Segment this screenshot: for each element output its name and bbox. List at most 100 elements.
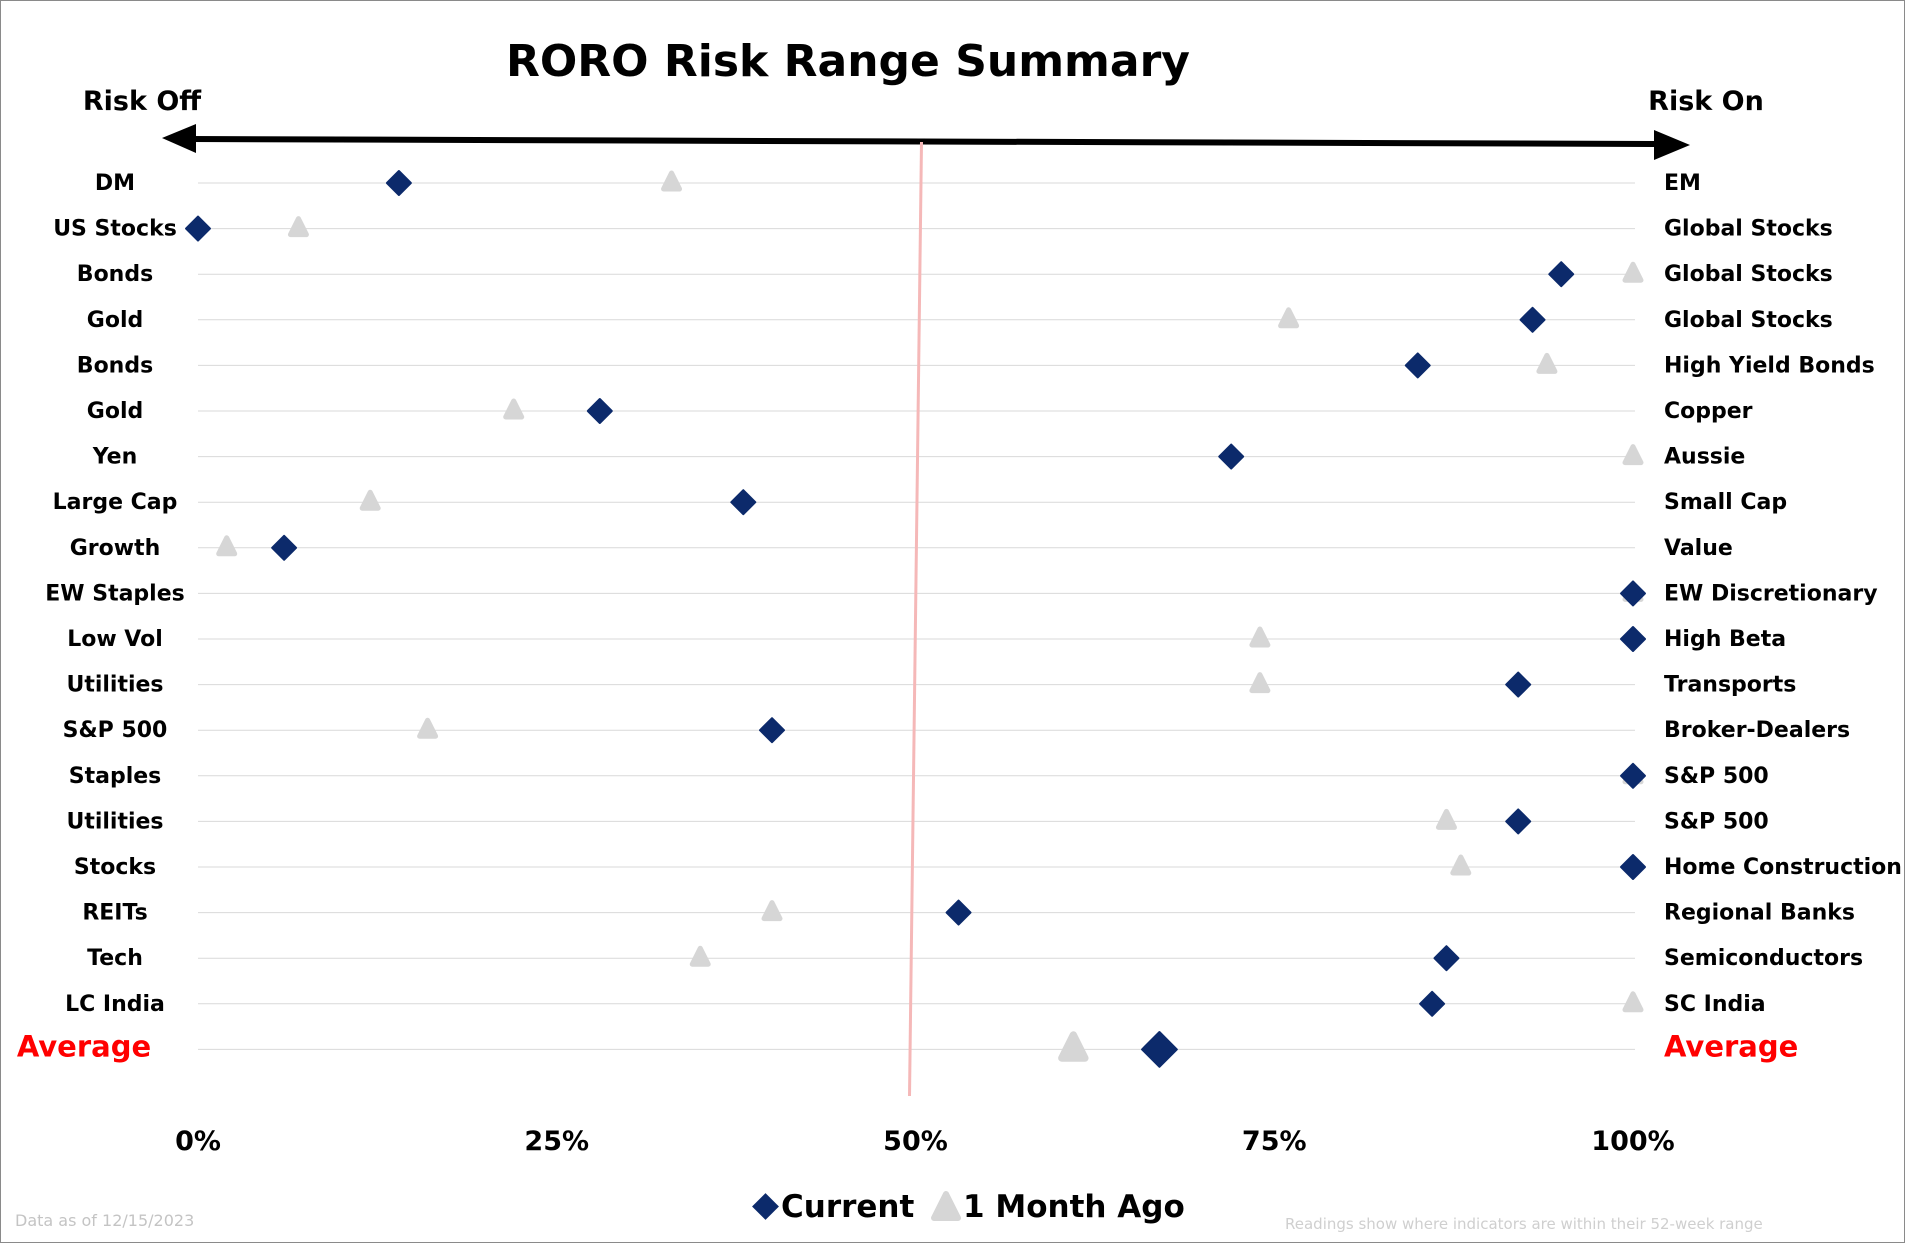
month-ago-marker bbox=[287, 216, 309, 238]
risk-on-label-item: Value bbox=[1664, 536, 1733, 561]
risk-off-label-item: Large Cap bbox=[53, 490, 178, 515]
current-marker bbox=[730, 489, 757, 516]
arrow-left-head bbox=[162, 124, 196, 153]
month-ago-marker bbox=[1622, 444, 1644, 466]
legend-month-ago-label: 1 Month Ago bbox=[963, 1189, 1185, 1225]
legend: Current 1 Month Ago bbox=[752, 1189, 1185, 1225]
arrow-right-head bbox=[1654, 130, 1690, 160]
month-ago-marker bbox=[1435, 808, 1457, 830]
fifty-percent-reference-line bbox=[908, 141, 923, 1097]
x-axis-tick-labels: 0% 25% 50% 75% 100% bbox=[175, 1126, 1675, 1157]
current-marker bbox=[1505, 808, 1532, 835]
risk-off-label-item: Utilities bbox=[66, 809, 163, 834]
month-ago-marker bbox=[689, 945, 711, 967]
chart-title: RORO Risk Range Summary bbox=[506, 36, 1190, 87]
risk-on-label-item: Semiconductors bbox=[1664, 946, 1863, 971]
risk-off-label-item: DM bbox=[95, 171, 135, 196]
risk-on-label-item: Transports bbox=[1664, 673, 1796, 698]
current-marker bbox=[586, 398, 613, 424]
risk-on-label-item: Aussie bbox=[1664, 445, 1745, 470]
risk-off-label-item: Stocks bbox=[74, 855, 156, 880]
month-ago-marker bbox=[359, 489, 381, 511]
current-marker bbox=[1505, 671, 1532, 698]
risk-on-label-item: EM bbox=[1664, 171, 1701, 196]
risk-off-label-item: Tech bbox=[87, 946, 143, 971]
current-marker bbox=[1141, 1031, 1178, 1068]
risk-off-label-item: Staples bbox=[69, 764, 162, 789]
month-ago-marker bbox=[417, 717, 439, 739]
current-marker bbox=[1404, 352, 1431, 379]
month-ago-marker bbox=[1622, 991, 1644, 1013]
risk-on-label-item: EW Discretionary bbox=[1664, 581, 1878, 606]
month-ago-series bbox=[216, 170, 1644, 1062]
risk-on-label-item: Global Stocks bbox=[1664, 308, 1833, 333]
current-marker bbox=[759, 717, 785, 744]
legend-month-ago-icon bbox=[931, 1191, 961, 1221]
risk-on-label-item: S&P 500 bbox=[1664, 764, 1769, 789]
risk-off-label-item: US Stocks bbox=[53, 217, 177, 242]
risk-on-labels: EM Global Stocks Global Stocks Global Stock… bbox=[1664, 171, 1902, 1063]
current-marker bbox=[1433, 945, 1460, 972]
month-ago-marker bbox=[1536, 352, 1558, 374]
current-marker bbox=[1519, 306, 1546, 333]
month-ago-marker bbox=[1278, 307, 1300, 329]
month-ago-marker bbox=[761, 900, 783, 922]
risk-on-label-item: Broker-Dealers bbox=[1664, 718, 1850, 743]
risk-off-label: Risk Off bbox=[83, 86, 202, 117]
current-marker bbox=[271, 534, 298, 561]
risk-on-label-item: SC India bbox=[1664, 992, 1766, 1017]
risk-on-label-item: Copper bbox=[1664, 399, 1753, 424]
month-ago-marker bbox=[1249, 672, 1271, 694]
risk-off-label-item: LC India bbox=[65, 992, 165, 1017]
x-tick-label: 0% bbox=[175, 1126, 221, 1157]
risk-on-label-item: Regional Banks bbox=[1664, 901, 1855, 926]
month-ago-marker bbox=[1450, 854, 1472, 876]
risk-off-label-item: Utilities bbox=[66, 673, 163, 698]
risk-off-label-item: Growth bbox=[70, 536, 161, 561]
legend-current-label: Current bbox=[781, 1189, 914, 1225]
risk-off-label-item: REITs bbox=[82, 901, 147, 926]
risk-off-label-item: Bonds bbox=[77, 262, 153, 287]
risk-on-label: Risk On bbox=[1648, 86, 1764, 117]
current-marker bbox=[1620, 854, 1646, 880]
x-tick-label: 25% bbox=[524, 1126, 589, 1157]
current-marker bbox=[1620, 762, 1646, 789]
grid bbox=[198, 182, 1635, 1050]
risk-on-label-item: High Yield Bonds bbox=[1664, 353, 1875, 378]
current-marker bbox=[1548, 261, 1575, 288]
current-marker bbox=[185, 215, 211, 242]
risk-off-label-item: Yen bbox=[92, 445, 138, 470]
current-marker bbox=[1419, 990, 1446, 1017]
risk-on-label-item: Global Stocks bbox=[1664, 217, 1833, 242]
current-series bbox=[185, 170, 1646, 1068]
average-label-left: Average bbox=[17, 1029, 151, 1063]
month-ago-marker bbox=[503, 398, 525, 420]
footnote-date: Data as of 12/15/2023 bbox=[15, 1211, 194, 1230]
risk-on-label-item: Home Construction bbox=[1664, 855, 1902, 880]
risk-arrow bbox=[162, 124, 1690, 160]
current-marker bbox=[1620, 626, 1646, 652]
risk-on-label-item: Small Cap bbox=[1664, 490, 1787, 515]
month-ago-marker bbox=[661, 170, 683, 192]
risk-off-label-item: Bonds bbox=[77, 353, 153, 378]
current-marker bbox=[945, 899, 972, 926]
risk-off-label-item: Gold bbox=[87, 308, 143, 333]
risk-off-label-item: S&P 500 bbox=[63, 718, 168, 743]
average-label-right: Average bbox=[1664, 1029, 1798, 1063]
risk-on-label-item: High Beta bbox=[1664, 627, 1786, 652]
month-ago-marker bbox=[216, 535, 238, 557]
current-marker bbox=[1218, 443, 1245, 470]
month-ago-marker bbox=[1249, 626, 1271, 648]
month-ago-marker bbox=[1058, 1031, 1089, 1062]
risk-off-labels: DM US Stocks Bonds Gold Bonds Gold Yen Large Ca… bbox=[17, 171, 185, 1063]
current-marker bbox=[1620, 580, 1646, 607]
risk-on-label-item: Global Stocks bbox=[1664, 262, 1833, 287]
month-ago-marker bbox=[1622, 261, 1644, 283]
current-marker bbox=[385, 170, 412, 196]
risk-off-label-item: EW Staples bbox=[45, 581, 184, 606]
risk-off-label-item: Gold bbox=[87, 399, 143, 424]
risk-on-label-item: S&P 500 bbox=[1664, 809, 1769, 834]
x-tick-label: 100% bbox=[1591, 1126, 1674, 1157]
